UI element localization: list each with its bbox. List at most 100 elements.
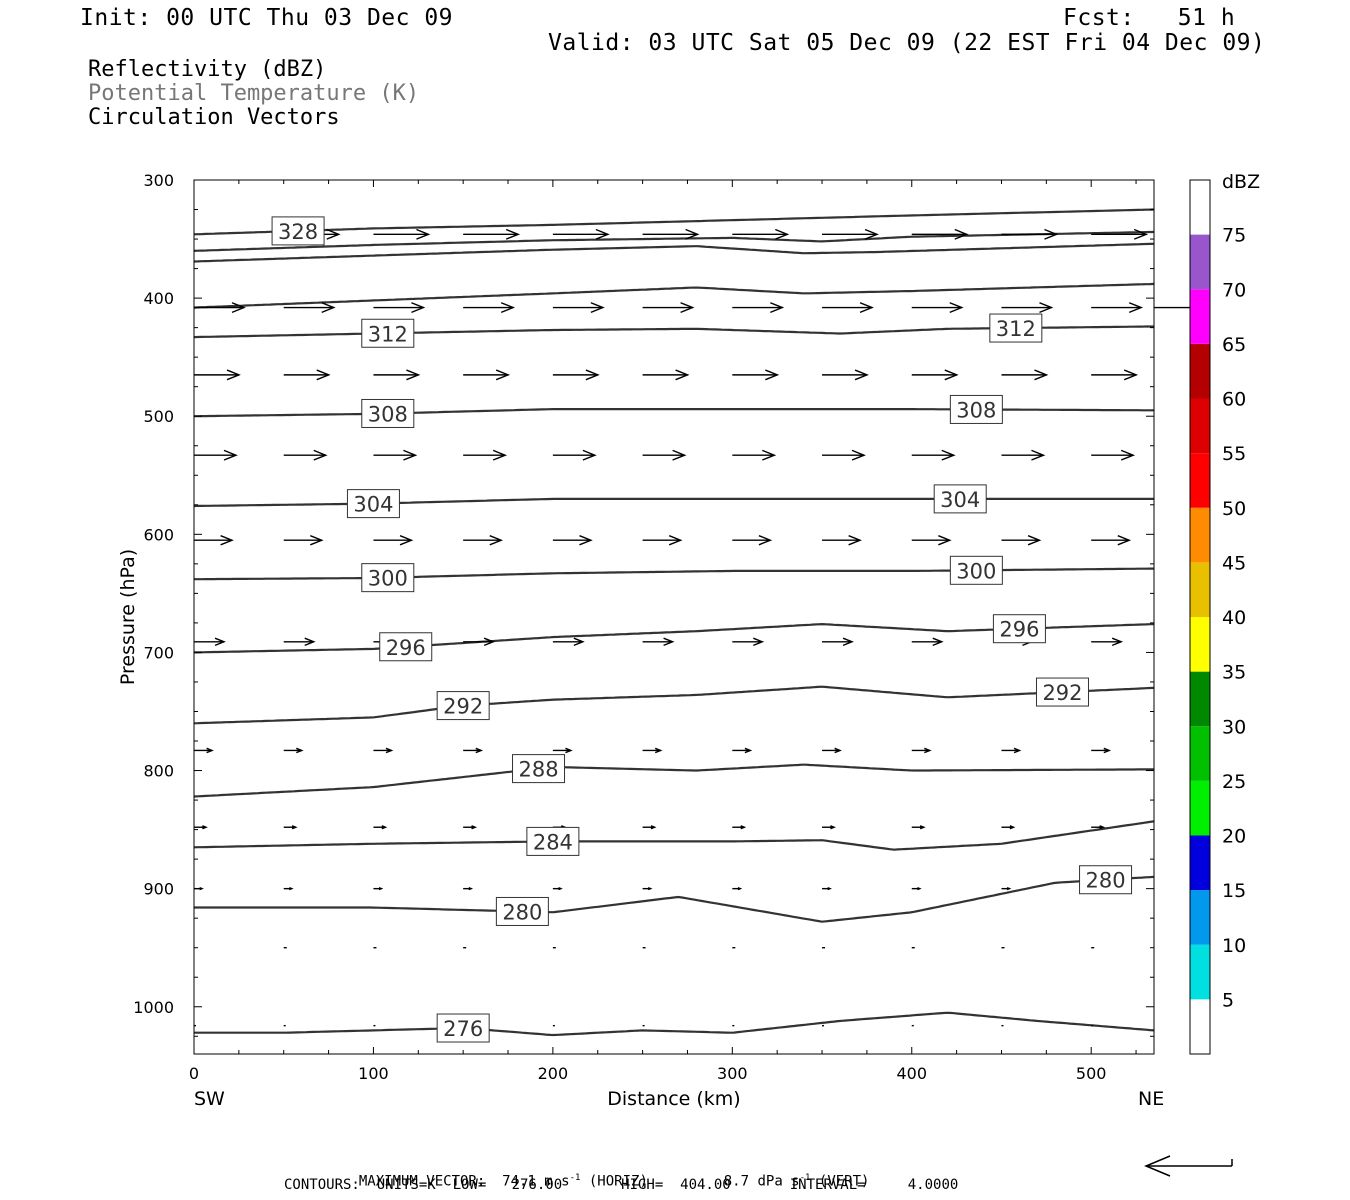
theta-contour-292 [193,685,1155,725]
theta-contour-288 [193,763,1154,798]
x-left-end-label: SW [194,1088,225,1110]
theta-contour-300 [194,567,1154,581]
forecast-hour: Fcst: 51 h [1063,5,1236,31]
contour-label-box [436,1013,490,1043]
x-tick-label-100: 100 [358,1064,389,1083]
wind-vector-head [565,747,573,754]
theta-contour-284 [193,820,1155,851]
wind-vector-head [848,535,862,546]
colorbar-segment [1190,890,1210,945]
colorbar-segment [1190,780,1210,836]
wind-vector-head [1120,449,1136,461]
colorbar-tick-45: 45 [1222,552,1246,574]
x-tick-label-0: 0 [189,1064,199,1083]
field-potential-temperature: Potential Temperature (K) [88,81,420,106]
y-tick-label-1000: 1000 [133,998,174,1017]
contour-label-box [361,398,415,428]
colorbar-tick-30: 30 [1222,716,1246,738]
wind-vector-head [291,825,298,830]
theta-contour-328 [193,208,1155,236]
field-reflectivity: Reflectivity (dBZ) [88,57,327,82]
wind-vector-head [289,887,294,891]
wind-vector-head [1013,747,1022,754]
init-time: Init: 00 UTC Thu 03 Dec 09 [80,5,454,31]
contour-label-288: 288 [518,758,558,782]
wind-vector-head [944,369,959,381]
wind-vector-head [214,637,226,647]
wind-vector-head [471,825,478,830]
wind-vector-head [941,449,956,461]
max-vector-vert: 8.7 dPa s [723,1173,800,1190]
colorbar-segment [1190,999,1210,1054]
wind-vector-head [1099,825,1106,830]
colorbar-segment [1190,398,1210,454]
wind-vector-head [558,887,563,891]
horiz-tag: (HORIZ) [588,1173,648,1190]
contour-label-284: 284 [533,830,573,854]
colorbar-segment [1190,562,1210,617]
contour-label-box [346,489,400,519]
contour-label-296: 296 [999,618,1039,642]
wind-vector-head [919,825,926,830]
vert-exponent: -1 [799,1173,811,1183]
wind-vector-head [226,369,241,381]
colorbar-frame [1189,179,1211,1055]
wind-vector-head [851,449,866,461]
wind-vector-head [505,228,521,240]
wind-vector-head [582,449,597,461]
colorbar-tick-50: 50 [1222,498,1246,520]
contour-label-box [512,754,566,784]
contour-label-292: 292 [1042,681,1082,705]
contour-label-box [271,216,325,246]
theta-contour-280 [194,875,1155,923]
wind-vector-head [762,449,777,461]
contour-label-box [526,826,580,856]
wind-vector-head [834,747,842,754]
y-tick-label-800: 800 [143,762,174,781]
y-tick-label-400: 400 [143,289,174,308]
wind-vector-head [296,747,304,754]
contour-labels: 328 312 312 308 308 304 304 300 300 296 296 292 292 2… [271,216,1133,1043]
wind-vector-head [492,449,508,461]
wind-vector-head [326,228,341,240]
contour-label-box [495,896,549,926]
wind-vector-head [1128,302,1144,314]
contour-info: CONTOURS: UNITS=K LOW= 276.00 HIGH= 404.… [284,1177,959,1193]
contour-label-box [361,563,415,593]
contour-label-308: 308 [368,402,408,426]
wind-vector-head [954,228,969,240]
max-vector-horiz: 74.1 m s [502,1173,570,1190]
y-tick-label-500: 500 [143,407,174,426]
theta-contour-308 [194,408,1154,418]
wind-vector-head [468,887,474,891]
wind-vector-head [647,887,653,891]
circulation-vectors [194,228,1206,1027]
colorbar-tick-75: 75 [1222,225,1246,247]
wind-vector-head [938,535,952,546]
contour-label-312: 312 [996,317,1036,341]
wind-vector-head [924,747,932,754]
colorbar-unit: dBZ [1222,171,1260,193]
contour-label-280: 280 [502,900,542,924]
colorbar-segment [1190,671,1210,727]
wind-vector-head [864,228,879,240]
contour-label-312: 312 [368,322,408,346]
wind-vector-head [1117,535,1132,546]
wind-vector-head [310,535,324,546]
wind-vector-head [399,535,414,546]
theta-contour-320 [193,242,1155,263]
contour-label-304: 304 [940,488,980,512]
colorbar-segment [1190,343,1210,399]
contour-label-328: 328 [278,220,318,244]
colorbar-tick-15: 15 [1222,880,1246,902]
wind-vector-head [385,747,394,754]
colorbar-tick-5: 5 [1222,989,1234,1011]
wind-vector-head [1123,369,1139,381]
wind-vector-head [1006,887,1012,891]
wind-vector-head [220,535,234,546]
contour-label-304: 304 [353,493,393,517]
wind-vector-head [403,449,418,461]
contour-label-280: 280 [1086,869,1126,893]
colorbar-segment-top [1190,180,1210,235]
colorbar-segment [1190,453,1210,508]
